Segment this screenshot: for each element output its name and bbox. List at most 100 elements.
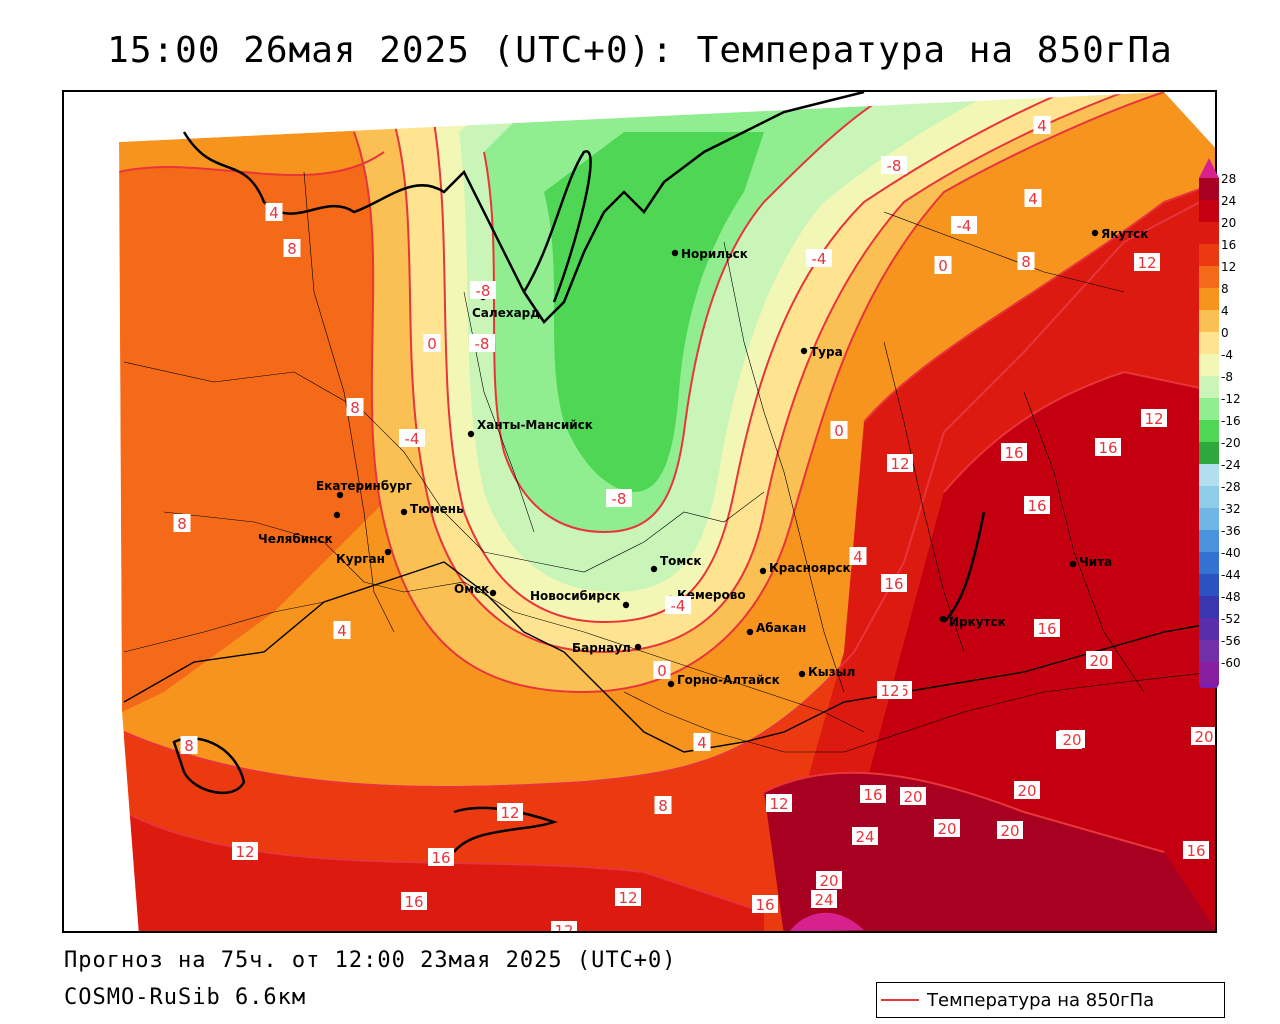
isotherm-label-bg	[1141, 409, 1167, 427]
isotherm-label-bg	[401, 892, 427, 910]
city-barnaul[interactable]: Барнаул	[572, 641, 642, 655]
isotherm-label: 0	[834, 422, 844, 440]
colorbar-band	[1199, 266, 1219, 288]
isotherm-label: 16	[884, 575, 903, 593]
legend-box: Температура на 850гПа	[876, 982, 1225, 1018]
svg-text:Горно-Алтайск: Горно-Алтайск	[677, 673, 780, 687]
isotherm-label: 12	[769, 795, 788, 813]
colorbar-band	[1199, 574, 1219, 596]
map-title: 15:00 26мая 2025 (UTC+0): Температура на…	[107, 30, 1173, 71]
city-krasnoyarsk[interactable]: Красноярск	[759, 561, 851, 575]
colorbar-tick-label: -12	[1221, 392, 1241, 406]
isotherm-label-bg	[653, 661, 671, 679]
colorbar-tick-label: -44	[1221, 568, 1241, 582]
isotherm-label-bg	[1134, 253, 1160, 271]
isotherm-label-bg	[1001, 443, 1027, 461]
colorbar-scale	[1199, 158, 1219, 688]
city-kurgan[interactable]: Курган	[336, 548, 392, 566]
legend-label: Температура на 850гПа	[927, 989, 1155, 1011]
isotherm-label-bg	[881, 574, 907, 592]
isotherm-label: 20	[937, 820, 956, 838]
svg-text:Абакан: Абакан	[756, 621, 806, 635]
colorbar-tick-label: -16	[1221, 414, 1241, 428]
isotherm-label-bg	[877, 681, 903, 699]
isotherm-label-bg	[900, 787, 926, 805]
city-omsk[interactable]: Омск	[454, 582, 497, 597]
isotherm-label-bg	[173, 514, 191, 532]
city-novosibirsk[interactable]: Новосибирск	[530, 589, 630, 609]
isotherm-label-bg	[693, 733, 711, 751]
colorbar-band	[1199, 178, 1219, 200]
isotherm-label: 0	[938, 257, 948, 275]
isotherm-label: 8	[177, 515, 187, 533]
city-gorno-altaysk[interactable]: Горно-Алтайск	[667, 673, 780, 688]
isotherm-labels: 484-4-8-80-4-40844128-80-812161612816161…	[173, 116, 1215, 931]
isotherm-label-bg	[428, 848, 454, 866]
city-irkutsk[interactable]: Иркутск	[939, 615, 1006, 629]
cities: Норильск Салехард Тура Якутск Ханты-Манс…	[258, 227, 1149, 688]
isotherm-label: 4	[1037, 117, 1047, 135]
colorbar-band	[1199, 244, 1219, 266]
city-yakutsk[interactable]: Якутск	[1091, 227, 1149, 241]
colorbar-band	[1199, 354, 1219, 376]
colorbar-band	[1199, 618, 1219, 640]
colorbar-band	[1199, 398, 1219, 420]
svg-text:Салехард: Салехард	[472, 306, 540, 320]
isotherm-label: -4	[671, 597, 686, 615]
isotherm-label: 12	[618, 889, 637, 907]
city-tomsk[interactable]: Томск	[650, 554, 702, 573]
isotherm-label-bg	[423, 334, 441, 352]
city-chelyabinsk[interactable]: Челябинск	[258, 511, 341, 546]
isotherm-label-bg	[180, 736, 198, 754]
isotherm-label-bg	[606, 489, 632, 507]
city-ekaterinburg[interactable]: Екатеринбург	[316, 479, 412, 499]
city-norilsk[interactable]: Норильск	[671, 247, 748, 261]
colorbar-tick-label: -32	[1221, 502, 1241, 516]
isotherm-label: 12	[880, 682, 899, 700]
colorbar-band	[1199, 640, 1219, 662]
isotherm-label-bg	[766, 794, 792, 812]
isotherm-label-bg	[469, 334, 495, 352]
isotherm-label: 12	[235, 843, 254, 861]
isotherm-label-bg	[951, 216, 977, 234]
colorbar-band	[1199, 376, 1219, 398]
isotherm-label: 20	[1194, 728, 1213, 746]
isotherm-label-bg	[830, 421, 848, 439]
isotherm-label: 16	[1037, 620, 1056, 638]
isotherm-label: 16	[863, 786, 882, 804]
colorbar-tick-label: 20	[1221, 216, 1237, 230]
svg-text:Красноярск: Красноярск	[769, 561, 851, 575]
colorbar-tick-label: -56	[1221, 634, 1241, 648]
colorbar-tick-label: -36	[1221, 524, 1241, 538]
isotherm-label: 24	[814, 891, 833, 909]
isotherm-label: -8	[887, 157, 902, 175]
city-tyumen[interactable]: Тюмень	[400, 502, 464, 516]
colorbar-tick-label: -40	[1221, 546, 1241, 560]
city-khanty-mansiysk[interactable]: Ханты-Мансийск	[467, 418, 593, 438]
city-abakan[interactable]: Абакан	[746, 621, 806, 636]
isotherm-label-bg	[806, 249, 832, 267]
colorbar-band	[1199, 288, 1219, 310]
colorbar-tick-label: -4	[1221, 348, 1233, 362]
isotherm-label: 12	[500, 804, 519, 822]
isotherm-label-bg	[1183, 841, 1209, 859]
temperature-colorbar: 28 24 20 16 12 8 4 0 -4 -8 -12 -16 -20 -24 -28 -32 -36 -4…	[1199, 158, 1259, 688]
svg-text:Норильск: Норильск	[681, 247, 748, 261]
city-chita[interactable]: Чита	[1069, 555, 1112, 569]
city-kyzyl[interactable]: Кызыл	[798, 665, 855, 679]
colorbar-band	[1199, 442, 1219, 464]
svg-text:Курган: Курган	[336, 552, 385, 566]
isotherm-label-bg	[849, 547, 867, 565]
isotherm-label: 0	[657, 662, 667, 680]
city-tura[interactable]: Тура	[800, 345, 843, 359]
colorbar-tick-label: -24	[1221, 458, 1241, 472]
colorbar-band	[1199, 332, 1219, 354]
svg-text:Якутск: Якутск	[1101, 227, 1148, 241]
isotherm-label: -8	[475, 335, 490, 353]
isotherm-label: 8	[658, 797, 668, 815]
isotherm-label-bg	[470, 281, 496, 299]
isotherm-label: 0	[427, 335, 437, 353]
isotherm-label-bg	[654, 796, 672, 814]
colorbar-tick-label: 28	[1221, 172, 1237, 186]
temperature-map[interactable]: Норильск Салехард Тура Якутск Ханты-Манс…	[62, 90, 1217, 933]
